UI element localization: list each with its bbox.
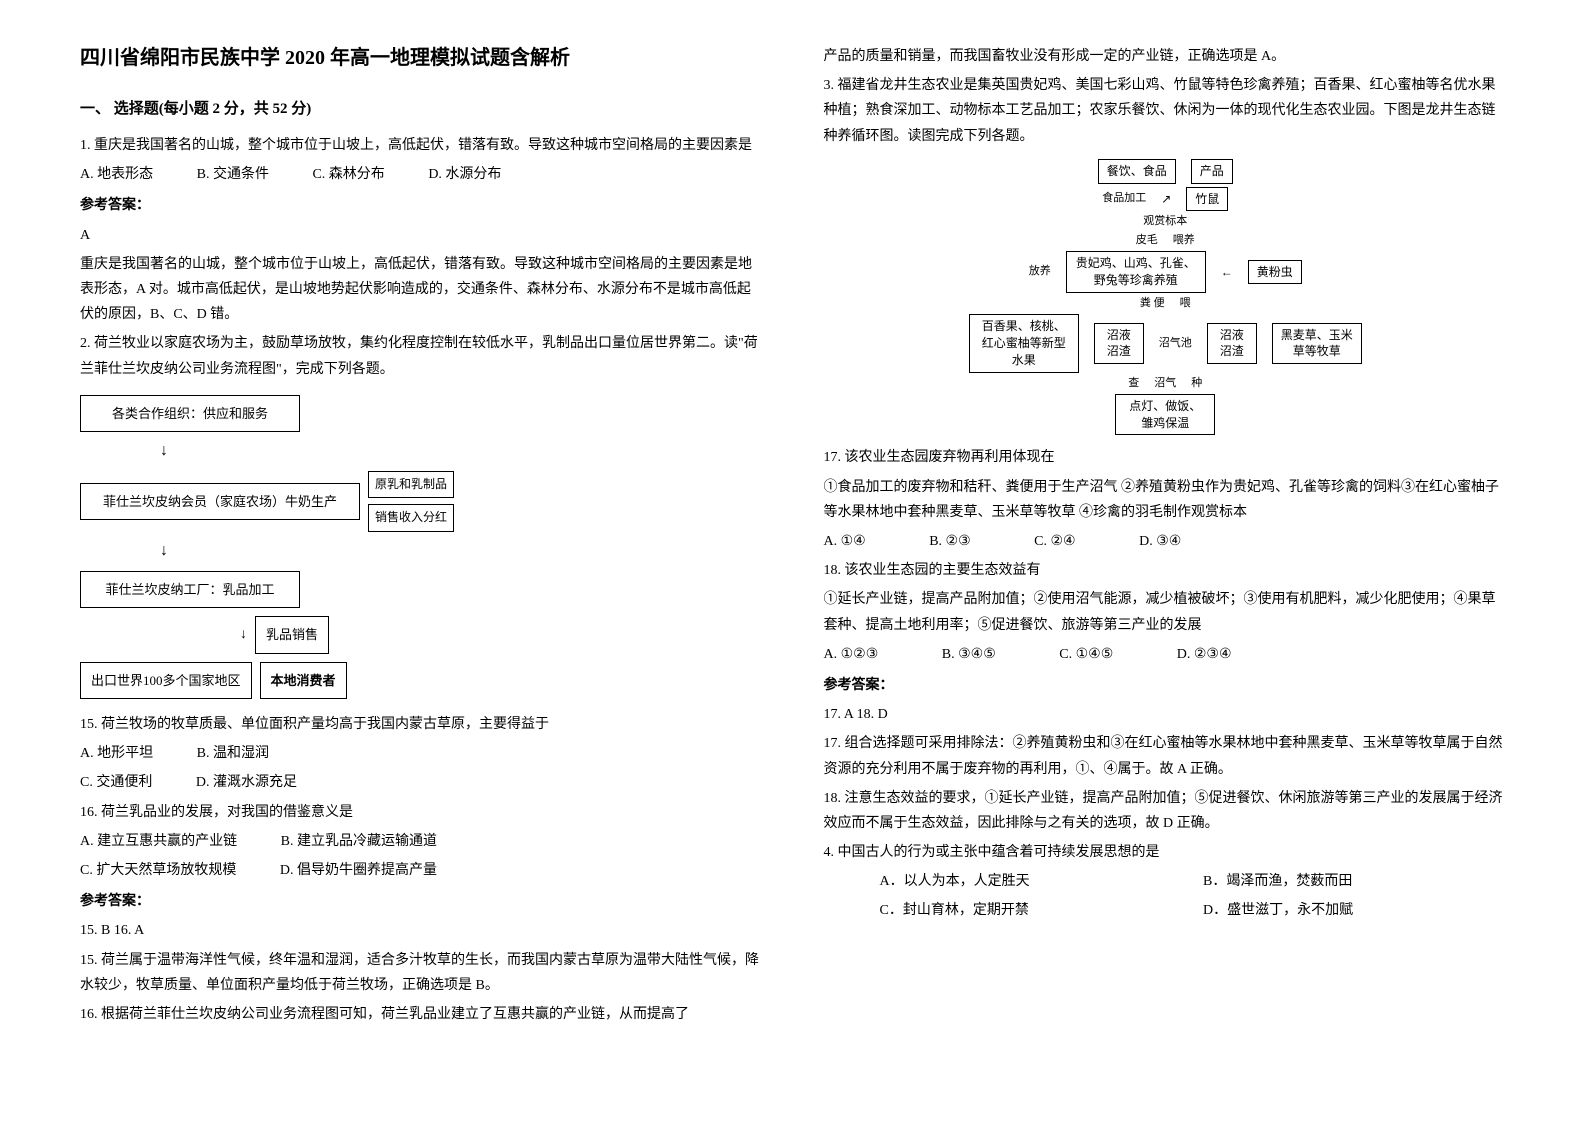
eco-label: 放养 [1029, 264, 1051, 279]
flow-diagram: 各类合作组织：供应和服务 ↓ 菲仕兰坎皮纳会员（家庭农场）牛奶生产 原乳和乳制品… [80, 392, 764, 702]
flow-box-4: 乳品销售 [255, 616, 329, 653]
flow-box-2: 菲仕兰坎皮纳会员（家庭农场）牛奶生产 [80, 483, 360, 520]
q4-opt-b: B．竭泽而渔，焚薮而田 [1175, 869, 1352, 894]
eco-box-zhengui: 贵妃鸡、山鸡、孔雀、野兔等珍禽养殖 [1066, 251, 1206, 293]
eco-box-zhaoye2: 沼液沼渣 [1207, 323, 1257, 365]
q2-answers: 15. B 16. A [80, 918, 764, 943]
q16-opt-b: B. 建立乳品冷藏运输通道 [281, 829, 437, 854]
q3-intro: 3. 福建省龙井生态农业是集英国贵妃鸡、美国七彩山鸡、竹鼠等特色珍禽养殖；百香果… [824, 73, 1508, 149]
q18-opt-d: D. ②③④ [1177, 642, 1232, 667]
q15-opt-c: C. 交通便利 [80, 770, 152, 795]
section-heading: 一、 选择题(每小题 2 分，共 52 分) [80, 96, 764, 123]
q2-intro: 2. 荷兰牧业以家庭农场为主，鼓励草场放牧，集约化程度控制在较低水平，乳制品出口… [80, 331, 764, 381]
flow-box-6: 本地消费者 [260, 662, 347, 699]
q18-opt-a: A. ①②③ [824, 642, 879, 667]
q17-opt-a: A. ①④ [824, 529, 866, 554]
q16-text: 16. 荷兰乳品业的发展，对我国的借鉴意义是 [80, 800, 764, 825]
eco-label: 喂养 [1173, 233, 1195, 248]
q15-options-row2: C. 交通便利 D. 灌溉水源充足 [80, 770, 764, 795]
q17-items: ①食品加工的废弃物和秸秆、粪便用于生产沼气 ②养殖黄粉虫作为贵妃鸡、孔雀等珍禽的… [824, 475, 1508, 525]
q4-text: 4. 中国古人的行为或主张中蕴含着可持续发展思想的是 [824, 840, 1508, 865]
answer-label: 参考答案： [80, 193, 764, 218]
eco-label: 喂 [1180, 296, 1191, 311]
answer-label: 参考答案： [80, 889, 764, 914]
q16-opt-a: A. 建立互惠共赢的产业链 [80, 829, 237, 854]
eco-box-chanpin: 产品 [1191, 159, 1233, 184]
q17-explain: 17. 组合选择题可采用排除法：②养殖黄粉虫和③在红心蜜柚等水果林地中套种黑麦草… [824, 731, 1508, 781]
q18-explain: 18. 注意生态效益的要求，①延长产业链，提高产品附加值；⑤促进餐饮、休闲旅游等… [824, 786, 1508, 836]
q15-explain: 15. 荷兰属于温带海洋性气候，终年温和湿润，适合多汁牧草的生长，而我国内蒙古草… [80, 948, 764, 998]
q17-opt-c: C. ②④ [1034, 529, 1075, 554]
q15-options-row1: A. 地形平坦 B. 温和湿润 [80, 741, 764, 766]
eco-box-heimai: 黑麦草、玉米草等牧草 [1272, 323, 1362, 365]
q16-options-row1: A. 建立互惠共赢的产业链 B. 建立乳品冷藏运输通道 [80, 829, 764, 854]
q1-opt-d: D. 水源分布 [428, 162, 501, 187]
eco-label: 沼气池 [1159, 336, 1192, 351]
eco-box-baixiang: 百香果、核桃、红心蜜柚等新型水果 [969, 314, 1079, 372]
eco-box-canyin: 餐饮、食品 [1098, 159, 1176, 184]
eco-label: 食品加工 [1102, 191, 1146, 206]
q16-explain: 16. 根据荷兰菲仕兰坎皮纳公司业务流程图可知，荷兰乳品业建立了互惠共赢的产业链… [80, 1002, 764, 1027]
eco-box-dianfan: 点灯、做饭、雏鸡保温 [1115, 394, 1215, 436]
arrow-icon: ↓ [160, 537, 764, 566]
q1-opt-b: B. 交通条件 [197, 162, 269, 187]
flow-box-1: 各类合作组织：供应和服务 [80, 395, 300, 432]
q1-opt-a: A. 地表形态 [80, 162, 153, 187]
flow-box-2r2: 销售收入分红 [368, 504, 454, 532]
q16-opt-c: C. 扩大天然草场放牧规模 [80, 858, 236, 883]
arrow-icon: ← [1221, 264, 1233, 281]
q18-items: ①延长产业链，提高产品附加值；②使用沼气能源，减少植被破坏；③使用有机肥料，减少… [824, 587, 1508, 637]
q1-explain: 重庆是我国著名的山城，整个城市位于山坡上，高低起伏，错落有致。导致这种城市空间格… [80, 252, 764, 328]
q18-options: A. ①②③ B. ③④⑤ C. ①④⑤ D. ②③④ [824, 642, 1508, 667]
arrow-icon: ↓ [240, 622, 247, 647]
q15-opt-b: B. 温和湿润 [197, 741, 269, 766]
col2-continuation: 产品的质量和销量，而我国畜牧业没有形成一定的产业链，正确选项是 A。 [824, 44, 1508, 69]
q15-opt-a: A. 地形平坦 [80, 741, 153, 766]
eco-label: 查 [1128, 376, 1139, 391]
q17-opt-b: B. ②③ [929, 529, 970, 554]
answer-label: 参考答案： [824, 673, 1508, 698]
q4-options-row1: A．以人为本，人定胜天 B．竭泽而渔，焚薮而田 [824, 869, 1508, 894]
q17-text: 17. 该农业生态园废弃物再利用体现在 [824, 445, 1508, 470]
eco-box-zhushu: 竹鼠 [1186, 187, 1228, 212]
eco-box-zhaoye: 沼液沼渣 [1094, 323, 1144, 365]
flow-box-5: 出口世界100多个国家地区 [80, 662, 252, 699]
page-title: 四川省绵阳市民族中学 2020 年高一地理模拟试题含解析 [80, 40, 764, 76]
q1-text: 1. 重庆是我国著名的山城，整个城市位于山坡上，高低起伏，错落有致。导致这种城市… [80, 133, 764, 158]
flow-box-3: 菲仕兰坎皮纳工厂：乳品加工 [80, 571, 300, 608]
q15-text: 15. 荷兰牧场的牧草质最、单位面积产量均高于我国内蒙古草原，主要得益于 [80, 712, 764, 737]
eco-label: 皮毛 [1136, 233, 1158, 248]
q17-opt-d: D. ③④ [1139, 529, 1181, 554]
eco-diagram: 餐饮、食品 产品 食品加工 ↗ 竹鼠 观赏标本 皮毛 喂养 放养 贵妃鸡、山鸡、… [955, 159, 1375, 436]
eco-label: 粪 便 [1140, 296, 1165, 311]
q4-opt-a: A．以人为本，人定胜天 [852, 869, 1132, 894]
eco-box-huangfen: 黄粉虫 [1248, 260, 1302, 285]
eco-label: 观赏标本 [1143, 214, 1187, 229]
q18-opt-c: C. ①④⑤ [1059, 642, 1113, 667]
q3-answers: 17. A 18. D [824, 702, 1508, 727]
q1-answer: A [80, 223, 764, 248]
q18-opt-b: B. ③④⑤ [942, 642, 996, 667]
q1-options: A. 地表形态 B. 交通条件 C. 森林分布 D. 水源分布 [80, 162, 764, 187]
q18-text: 18. 该农业生态园的主要生态效益有 [824, 558, 1508, 583]
q4-options-row2: C．封山育林，定期开禁 D．盛世滋丁，永不加赋 [824, 898, 1508, 923]
q4-opt-c: C．封山育林，定期开禁 [852, 898, 1132, 923]
q16-opt-d: D. 倡导奶牛圈养提高产量 [280, 858, 437, 883]
arrow-icon: ↓ [160, 437, 764, 466]
q4-opt-d: D．盛世滋丁，永不加赋 [1175, 898, 1353, 923]
q1-opt-c: C. 森林分布 [312, 162, 384, 187]
q15-opt-d: D. 灌溉水源充足 [196, 770, 297, 795]
eco-label: 沼气 [1154, 376, 1176, 391]
arrow-icon: ↗ [1161, 191, 1171, 208]
q17-options: A. ①④ B. ②③ C. ②④ D. ③④ [824, 529, 1508, 554]
eco-label: 种 [1191, 376, 1202, 391]
flow-box-2r1: 原乳和乳制品 [368, 471, 454, 499]
q16-options-row2: C. 扩大天然草场放牧规模 D. 倡导奶牛圈养提高产量 [80, 858, 764, 883]
